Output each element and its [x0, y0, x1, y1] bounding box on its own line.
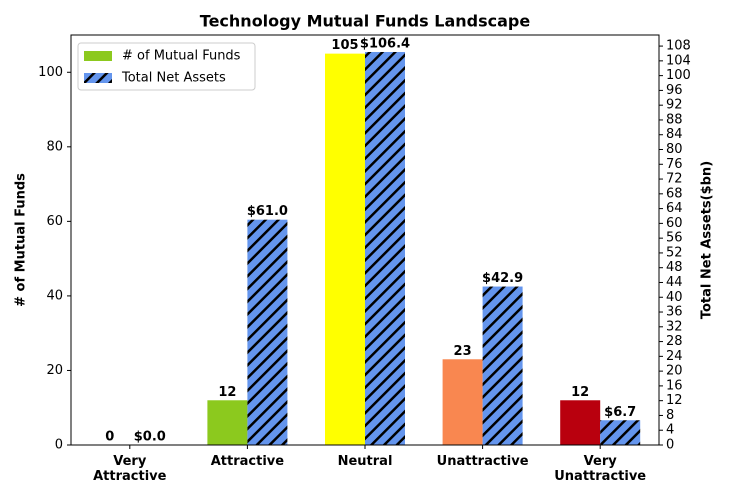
value-label: 105 [331, 38, 358, 53]
legend-label: # of Mutual Funds [122, 49, 241, 64]
y2-tick-label: 24 [666, 349, 683, 364]
bar [560, 400, 601, 445]
value-label: $42.9 [482, 271, 523, 286]
plot-frame [70, 34, 660, 446]
value-label: $61.0 [247, 204, 288, 219]
x-tick-label: Very Unattractive [554, 454, 647, 484]
legend-label: Total Net Assets [121, 71, 226, 86]
y2-tick-label: 48 [666, 260, 683, 275]
y2-tick-label: 88 [666, 112, 683, 127]
y-tick-label: 0 [55, 438, 63, 453]
y2-tick-label: 0 [666, 438, 674, 453]
value-label: $0.0 [134, 430, 166, 445]
bar [365, 51, 405, 445]
legend-swatch [84, 51, 112, 61]
y2-tick-label: 104 [666, 53, 691, 68]
y2-tick-label: 92 [666, 98, 683, 113]
value-label: $6.7 [604, 405, 636, 420]
y2-tick-label: 36 [666, 305, 683, 320]
y2-tick-label: 8 [666, 408, 674, 423]
x-tick-label: Very Attractive [93, 454, 167, 484]
bar [600, 420, 641, 445]
y2-tick-label: 20 [666, 364, 683, 379]
value-label: $106.4 [360, 36, 410, 51]
legend-box [77, 42, 256, 91]
y2-tick-label: 64 [666, 201, 683, 216]
value-label: 23 [454, 344, 472, 359]
y-tick-label: 20 [46, 363, 63, 378]
y-tick-label: 40 [46, 288, 63, 303]
x-tick-label: Neutral [337, 454, 393, 469]
y2-tick-label: 4 [666, 423, 674, 438]
bar [442, 359, 483, 445]
y2-tick-label: 60 [666, 216, 683, 231]
y2-tick-label: 16 [666, 378, 683, 393]
y2-tick-label: 80 [666, 142, 683, 157]
y-axis-label: # of Mutual Funds [14, 173, 29, 307]
x-tick-label: Unattractive [436, 454, 529, 469]
y2-tick-label: 40 [666, 290, 683, 305]
bar [482, 286, 523, 445]
y2-tick-label: 84 [666, 127, 683, 142]
y2-tick-label: 100 [666, 68, 691, 83]
y2-tick-label: 96 [666, 83, 683, 98]
value-label: 12 [218, 385, 236, 400]
y2-axis-label: Total Net Assets($bn) [700, 161, 715, 319]
value-label: 12 [571, 385, 589, 400]
y-tick-label: 60 [46, 214, 63, 229]
y2-tick-label: 32 [666, 319, 683, 334]
chart-title: Technology Mutual Funds Landscape [200, 12, 531, 31]
y2-tick-label: 76 [666, 157, 683, 172]
bar [207, 400, 248, 445]
value-label: 0 [105, 430, 114, 445]
y2-tick-label: 56 [666, 231, 683, 246]
legend-swatch [84, 73, 112, 83]
bar [247, 219, 288, 445]
y-tick-label: 80 [46, 139, 63, 154]
y2-tick-label: 28 [666, 334, 683, 349]
y2-tick-label: 12 [666, 393, 683, 408]
y2-tick-label: 52 [666, 245, 683, 260]
bar [325, 53, 365, 446]
y2-tick-label: 68 [666, 186, 683, 201]
y-tick-label: 100 [38, 65, 63, 80]
y2-tick-label: 44 [666, 275, 683, 290]
y2-tick-label: 72 [666, 172, 683, 187]
x-tick-label: Attractive [210, 454, 285, 469]
y2-tick-label: 108 [666, 39, 691, 54]
